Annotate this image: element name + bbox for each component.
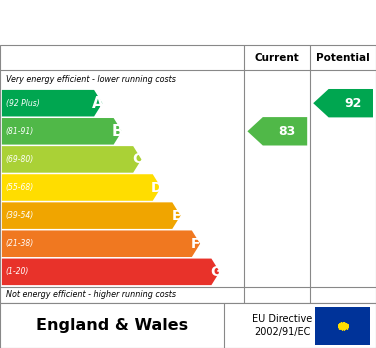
Polygon shape bbox=[2, 146, 141, 173]
Polygon shape bbox=[2, 118, 122, 144]
Text: 92: 92 bbox=[344, 97, 361, 110]
Text: Potential: Potential bbox=[316, 53, 370, 63]
Text: B: B bbox=[112, 124, 124, 139]
Text: 2002/91/EC: 2002/91/EC bbox=[254, 327, 310, 338]
Text: A: A bbox=[92, 96, 104, 111]
Text: F: F bbox=[191, 237, 201, 251]
Polygon shape bbox=[247, 117, 307, 145]
Text: Energy Efficiency Rating: Energy Efficiency Rating bbox=[59, 13, 317, 32]
Text: 83: 83 bbox=[278, 125, 296, 138]
Text: (92 Plus): (92 Plus) bbox=[6, 99, 39, 108]
Text: D: D bbox=[151, 181, 163, 195]
Polygon shape bbox=[2, 202, 180, 229]
Text: E: E bbox=[172, 208, 181, 223]
Polygon shape bbox=[313, 89, 373, 117]
Text: (81-91): (81-91) bbox=[6, 127, 34, 136]
Polygon shape bbox=[2, 174, 161, 201]
Text: G: G bbox=[210, 265, 221, 279]
Text: Not energy efficient - higher running costs: Not energy efficient - higher running co… bbox=[6, 290, 176, 299]
Text: (39-54): (39-54) bbox=[6, 211, 34, 220]
Text: C: C bbox=[132, 152, 143, 166]
Polygon shape bbox=[2, 230, 200, 257]
Text: (1-20): (1-20) bbox=[6, 267, 29, 276]
Text: (21-38): (21-38) bbox=[6, 239, 34, 248]
Polygon shape bbox=[2, 259, 220, 285]
Text: EU Directive: EU Directive bbox=[252, 314, 312, 324]
Text: England & Wales: England & Wales bbox=[36, 318, 188, 333]
Text: (69-80): (69-80) bbox=[6, 155, 34, 164]
Text: (55-68): (55-68) bbox=[6, 183, 34, 192]
Polygon shape bbox=[2, 90, 102, 117]
Text: Very energy efficient - lower running costs: Very energy efficient - lower running co… bbox=[6, 75, 176, 84]
Text: Current: Current bbox=[255, 53, 300, 63]
Bar bbox=[315, 307, 370, 345]
